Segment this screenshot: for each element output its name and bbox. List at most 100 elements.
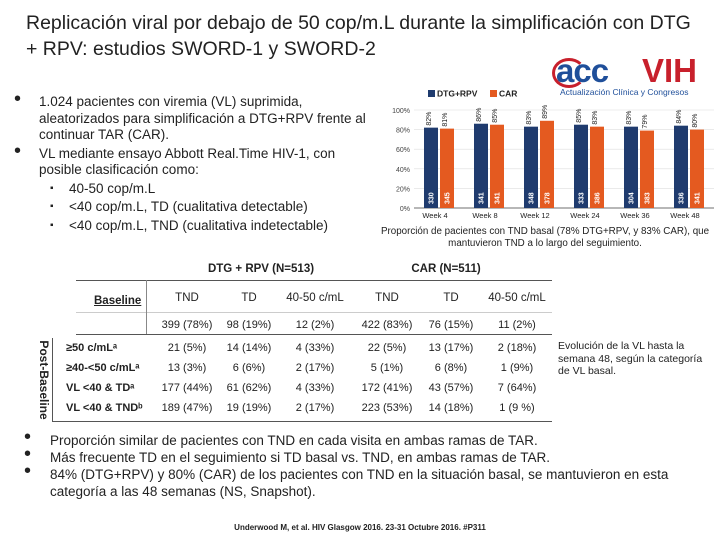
table-cell: 43 (57%) bbox=[428, 382, 474, 394]
bullet-item: • Más frecuente TD en el seguimiento si … bbox=[24, 443, 704, 466]
bar bbox=[590, 126, 604, 208]
bar-percent-label: 85% bbox=[492, 109, 499, 123]
bar-n-label: 341 bbox=[495, 192, 502, 204]
bullet-item: • Proporción similar de pacientes con TN… bbox=[24, 426, 704, 449]
table-cell: 13 (17%) bbox=[428, 342, 474, 354]
table-top-rule bbox=[76, 280, 552, 281]
y-tick-label: 40% bbox=[396, 167, 410, 174]
bar-percent-label: 83% bbox=[626, 111, 633, 125]
table-cell: 223 (53%) bbox=[361, 402, 413, 414]
bar-n-label: 304 bbox=[629, 192, 636, 204]
bullet-item: • 84% (DTG+RPV) y 80% (CAR) de los pacie… bbox=[24, 460, 704, 500]
baseline-label: Baseline bbox=[94, 295, 142, 307]
table-cell: 4 (33%) bbox=[295, 342, 335, 354]
bullet-dot-icon: • bbox=[24, 460, 32, 482]
table-baseline-rule bbox=[76, 334, 552, 335]
legend-swatch-dtg bbox=[428, 90, 435, 97]
column-header: TND bbox=[175, 292, 199, 304]
legend-swatch-car bbox=[490, 90, 497, 97]
table-cell: 21 (5%) bbox=[167, 342, 207, 354]
table-cell: 189 (47%) bbox=[161, 402, 213, 414]
x-tick-label: Week 8 bbox=[472, 211, 497, 220]
baseline-cell: 12 (2%) bbox=[295, 319, 335, 331]
sub-bullet-item: ▪ 40-50 cop/m.L bbox=[14, 181, 374, 198]
bullet-text: VL mediante ensayo Abbott Real.Time HIV-… bbox=[39, 145, 336, 178]
row-label: VL <40 & TNDᵇ bbox=[66, 402, 143, 414]
row-label: ≥40-<50 c/mLᵃ bbox=[66, 362, 140, 374]
post-baseline-side-label: Post-Baseline bbox=[36, 338, 52, 422]
sub-bullet-item: ▪ <40 cop/m.L, TD (cualitativa detectabl… bbox=[14, 199, 374, 216]
bar-percent-label: 80% bbox=[692, 114, 699, 128]
baseline-cell: 11 (2%) bbox=[498, 319, 536, 331]
table-cell: 172 (41%) bbox=[361, 382, 413, 394]
bar bbox=[574, 124, 588, 208]
vl-evolution-table: DTG + RPV (N=513) CAR (N=511) Post-Basel… bbox=[36, 258, 556, 424]
table-cell: 6 (8%) bbox=[434, 362, 468, 374]
column-header: TND bbox=[375, 292, 399, 304]
bar-n-label: 341 bbox=[695, 192, 702, 204]
y-tick-label: 100% bbox=[392, 108, 410, 115]
table-cell: 177 (44%) bbox=[161, 382, 213, 394]
table-cell: 13 (3%) bbox=[167, 362, 207, 374]
bar-n-label: 378 bbox=[545, 192, 552, 204]
bullet-item: • 1.024 pacientes con viremia (VL) supri… bbox=[14, 88, 374, 144]
table-header-rule bbox=[76, 312, 552, 313]
baseline-cell: 76 (15%) bbox=[428, 319, 474, 331]
bullet-text: 1.024 pacientes con viremia (VL) suprimi… bbox=[39, 94, 366, 142]
column-header: 40-50 c/mL bbox=[488, 292, 546, 304]
bar-percent-label: 85% bbox=[576, 109, 583, 123]
y-tick-label: 20% bbox=[396, 186, 410, 193]
column-header: TD bbox=[241, 292, 257, 304]
x-tick-label: Week 48 bbox=[670, 211, 699, 220]
chart-caption: Proporción de pacientes con TND basal (7… bbox=[380, 226, 710, 249]
bar bbox=[474, 123, 488, 208]
table-note: Evolución de la VL hasta la semana 48, s… bbox=[558, 340, 703, 377]
table-cell: 2 (18%) bbox=[497, 342, 537, 354]
sub-bullet-text: <40 cop/m.L, TND (cualitativa indetectab… bbox=[69, 217, 329, 233]
bar-percent-label: 79% bbox=[642, 115, 649, 129]
post-baseline-text: Post-Baseline bbox=[37, 340, 51, 420]
table-side-divider bbox=[52, 338, 53, 422]
bar-n-label: 348 bbox=[529, 192, 536, 204]
bar bbox=[674, 125, 688, 208]
table-cell: 22 (5%) bbox=[367, 342, 407, 354]
bar bbox=[690, 129, 704, 208]
logo-acc-text: acc bbox=[556, 52, 609, 89]
square-bullet-icon: ▪ bbox=[50, 201, 54, 212]
sub-bullet-text: 40-50 cop/m.L bbox=[69, 180, 156, 196]
y-tick-label: 80% bbox=[396, 128, 410, 135]
table-cell: 14 (14%) bbox=[226, 342, 272, 354]
bar bbox=[624, 126, 638, 208]
bullet-text: 84% (DTG+RPV) y 80% (CAR) de los pacient… bbox=[50, 467, 669, 499]
acc-vih-logo: acc VIH Actualización Clínica y Congreso… bbox=[552, 52, 714, 98]
x-tick-label: Week 36 bbox=[620, 211, 649, 220]
table-label-divider bbox=[146, 280, 147, 334]
x-tick-label: Week 4 bbox=[422, 211, 447, 220]
table-cell: 1 (9%) bbox=[500, 362, 534, 374]
row-label: ≥50 c/mLᵃ bbox=[66, 342, 118, 354]
table-cell: 7 (64%) bbox=[497, 382, 537, 394]
table-cell: 14 (18%) bbox=[428, 402, 474, 414]
bullet-dot-icon: • bbox=[14, 88, 22, 110]
bar bbox=[490, 124, 504, 208]
column-header: TD bbox=[443, 292, 459, 304]
logo-subtitle: Actualización Clínica y Congresos bbox=[560, 87, 689, 97]
table-cell: 61 (62%) bbox=[226, 382, 272, 394]
bar-n-label: 330 bbox=[429, 192, 436, 204]
bullet-dot-icon: • bbox=[24, 443, 32, 465]
bullet-dot-icon: • bbox=[24, 426, 32, 448]
tnd-maintenance-bar-chart: 100% 80% 60% 40% 20% 0% DTG+RPV CAR 82% 330 81% 345… bbox=[392, 89, 714, 220]
bullet-item: • VL mediante ensayo Abbott Real.Time HI… bbox=[14, 141, 374, 179]
bullet-text: Más frecuente TD en el seguimiento si TD… bbox=[50, 450, 550, 465]
sub-bullet-text: <40 cop/m.L, TD (cualitativa detectable) bbox=[69, 199, 308, 214]
table-cell: 2 (17%) bbox=[295, 402, 335, 414]
top-bullet-list: • 1.024 pacientes con viremia (VL) supri… bbox=[14, 88, 374, 234]
bottom-bullet-list: • Proporción similar de pacientes con TN… bbox=[24, 426, 704, 500]
bar-percent-label: 81% bbox=[442, 113, 449, 127]
bar-n-label: 336 bbox=[679, 192, 686, 204]
bar-percent-label: 89% bbox=[542, 105, 549, 119]
bar-percent-label: 86% bbox=[476, 108, 483, 122]
table-cell: 6 (6%) bbox=[232, 362, 266, 374]
table-cell: 19 (19%) bbox=[226, 402, 272, 414]
bar bbox=[440, 128, 454, 208]
